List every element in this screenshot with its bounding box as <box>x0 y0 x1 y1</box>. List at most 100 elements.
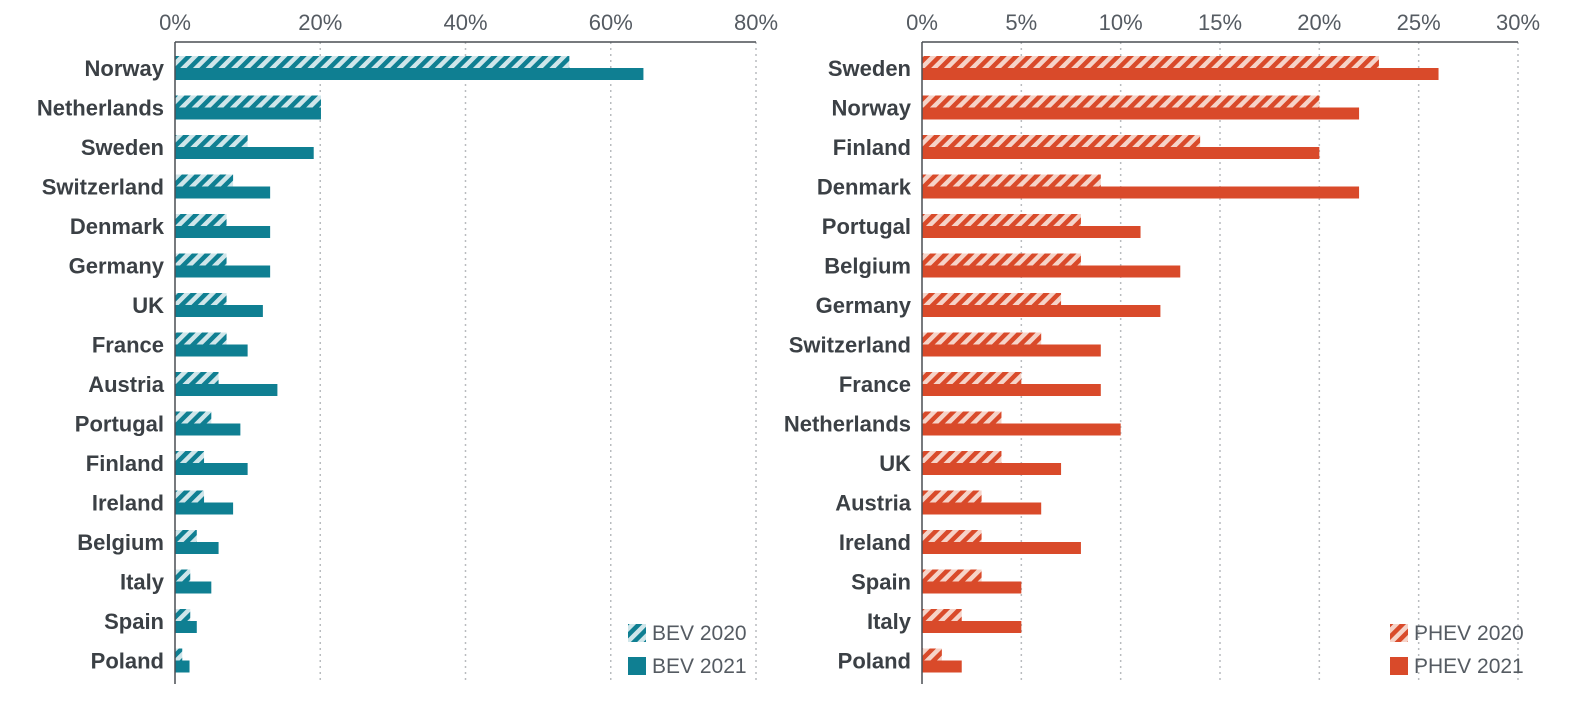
bev-2021-bar <box>175 660 190 673</box>
phev-2020-bar <box>922 411 1002 424</box>
bev-2021-bar <box>175 423 241 436</box>
phev-2020-bar <box>922 293 1062 305</box>
phev-2020-bar <box>922 490 982 503</box>
bev-category-label: Germany <box>69 254 165 279</box>
bev-category-label: Portugal <box>75 412 164 437</box>
bev-legend-label: BEV 2021 <box>652 655 747 678</box>
phev-legend-swatch-solid <box>1390 657 1408 675</box>
bev-2020-bar <box>175 451 205 463</box>
phev-x-tick-label: 10% <box>1099 10 1143 35</box>
phev-category-label: UK <box>879 451 911 476</box>
phev-x-tick-label: 30% <box>1496 10 1540 35</box>
bev-2020-bar <box>175 95 321 108</box>
phev-category-label: Netherlands <box>784 412 911 437</box>
bev-2021-bar <box>175 344 248 357</box>
phev-category-label: Portugal <box>822 214 911 239</box>
bev-category-label: Sweden <box>81 135 164 160</box>
bev-2021-bar <box>175 384 278 396</box>
phev-2021-bar <box>922 423 1121 436</box>
phev-2020-bar <box>922 530 982 542</box>
bev-2021-bar <box>175 542 219 554</box>
bev-2020-bar <box>175 332 227 345</box>
phev-legend-swatch-hatched <box>1390 624 1408 642</box>
phev-category-label: Poland <box>838 649 911 674</box>
phev-2020-bar <box>922 253 1081 266</box>
phev-2020-bar <box>922 135 1201 147</box>
phev-2021-bar <box>922 581 1022 594</box>
phev-2020-bar <box>922 214 1081 226</box>
phev-x-tick-label: 15% <box>1198 10 1242 35</box>
bev-category-label: Austria <box>88 372 165 397</box>
bev-x-tick-label: 20% <box>298 10 342 35</box>
phev-2021-bar <box>922 186 1360 199</box>
phev-2020-bar <box>922 451 1002 463</box>
phev-2021-bar <box>922 68 1439 80</box>
bev-2021-bar <box>175 147 314 159</box>
phev-category-label: Finland <box>833 135 911 160</box>
phev-2021-bar <box>922 502 1042 515</box>
phev-2020-bar <box>922 174 1101 187</box>
phev-2021-bar <box>922 226 1141 238</box>
bev-2020-bar <box>175 293 227 305</box>
bev-2020-bar <box>175 609 191 621</box>
phev-2021-bar <box>922 107 1360 120</box>
phev-x-tick-label: 5% <box>1005 10 1037 35</box>
bev-2020-bar <box>175 372 219 384</box>
phev-2021-bar <box>922 621 1022 633</box>
bev-2020-bar <box>175 56 570 68</box>
phev-x-tick-label: 0% <box>906 10 938 35</box>
phev-legend-label: PHEV 2021 <box>1414 655 1524 678</box>
phev-category-label: Germany <box>816 293 912 318</box>
bev-2021-bar <box>175 107 321 120</box>
phev-category-label: Switzerland <box>789 333 911 358</box>
bev-share-panel: 0% 20% 40% 60% 80% Norway Netherlands Sweden Swi… <box>37 10 778 684</box>
bev-category-label: Spain <box>104 609 164 634</box>
bev-category-label: Netherlands <box>37 96 164 121</box>
phev-x-tick-label: 25% <box>1397 10 1441 35</box>
phev-2020-bar <box>922 569 982 582</box>
bev-2021-bar <box>175 186 271 199</box>
phev-2021-bar <box>922 463 1062 475</box>
bev-legend-swatch-hatched <box>628 624 646 642</box>
bev-2020-bar <box>175 411 212 424</box>
phev-2020-bar <box>922 372 1022 384</box>
bev-category-label: Finland <box>86 451 164 476</box>
phev-x-tick-label: 20% <box>1297 10 1341 35</box>
bev-legend-label: BEV 2020 <box>652 622 747 645</box>
bev-2021-bar <box>175 68 644 80</box>
bev-category-label: UK <box>132 293 164 318</box>
bev-2021-bar <box>175 463 248 475</box>
phev-2020-bar <box>922 56 1379 68</box>
bev-category-label: Poland <box>91 649 164 674</box>
bev-2021-bar <box>175 621 197 633</box>
bev-2021-bar <box>175 502 234 515</box>
bev-2020-bar <box>175 569 191 582</box>
phev-category-label: Belgium <box>824 254 911 279</box>
bev-x-tick-label: 40% <box>443 10 487 35</box>
phev-legend-label: PHEV 2020 <box>1414 622 1524 645</box>
bev-category-label: Belgium <box>77 530 164 555</box>
bev-x-tick-label: 0% <box>159 10 191 35</box>
bev-2021-bar <box>175 265 271 278</box>
bev-2020-bar <box>175 174 234 187</box>
phev-2021-bar <box>922 660 962 673</box>
phev-2020-bar <box>922 95 1320 108</box>
bev-2020-bar <box>175 530 197 542</box>
bev-x-tick-label: 80% <box>734 10 778 35</box>
phev-category-label: Sweden <box>828 56 911 81</box>
bev-legend-swatch-solid <box>628 657 646 675</box>
bev-2021-bar <box>175 581 212 594</box>
bev-2020-bar <box>175 214 227 226</box>
bev-category-label: Italy <box>120 570 165 595</box>
bev-category-label: Denmark <box>70 214 165 239</box>
phev-share-panel: 0% 5% 10% 15% 20% 25% 30% Sweden Norway Finland De… <box>784 10 1540 684</box>
bev-2020-bar <box>175 253 227 266</box>
phev-category-label: Denmark <box>817 175 912 200</box>
phev-category-label: Ireland <box>839 530 911 555</box>
bev-2020-bar <box>175 135 248 147</box>
bev-x-tick-label: 60% <box>589 10 633 35</box>
phev-2021-bar <box>922 542 1081 554</box>
phev-category-label: Austria <box>835 491 912 516</box>
